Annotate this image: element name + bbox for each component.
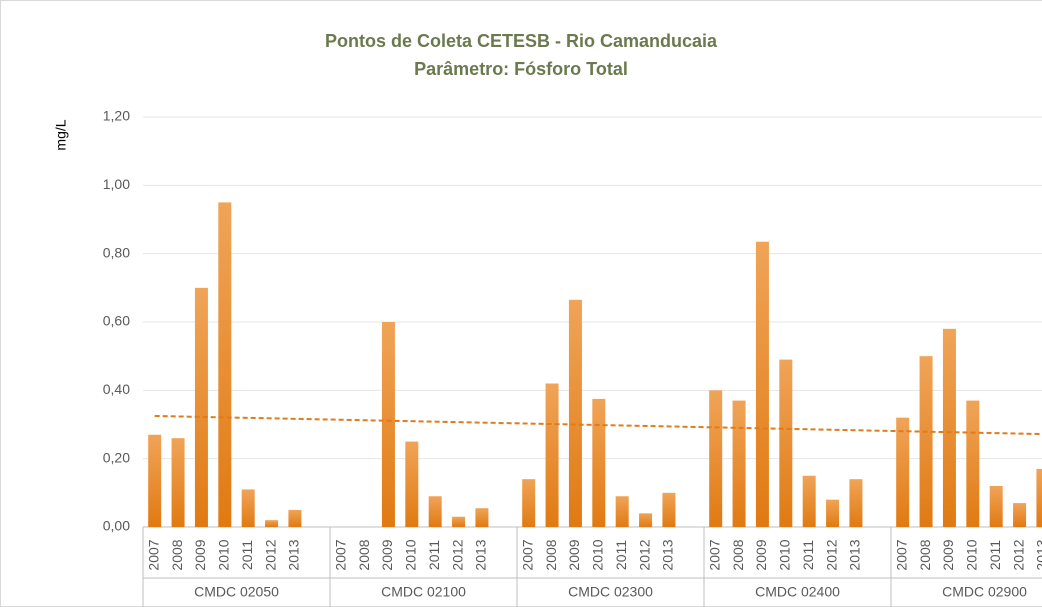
x-tick-label: 2010 bbox=[777, 539, 793, 570]
y-tick-label: 1,00 bbox=[103, 176, 130, 192]
group-label: CMDC 02400 bbox=[755, 584, 840, 600]
group-label: CMDC 02100 bbox=[381, 584, 466, 600]
bar bbox=[405, 441, 419, 527]
trendline bbox=[154, 414, 1042, 436]
x-tick-label: 2009 bbox=[753, 539, 769, 570]
x-tick-label: 2013 bbox=[286, 539, 302, 570]
x-tick-label: 2010 bbox=[403, 539, 419, 570]
bar bbox=[989, 486, 1003, 527]
x-tick-label: 2011 bbox=[426, 540, 442, 570]
bar bbox=[194, 287, 208, 527]
bar bbox=[288, 509, 302, 527]
x-tick-label: 2013 bbox=[660, 539, 676, 570]
x-tick-label: 2008 bbox=[169, 539, 185, 570]
bar bbox=[522, 479, 536, 527]
bar bbox=[171, 438, 185, 527]
x-tick-label: 2007 bbox=[706, 539, 722, 570]
bar bbox=[452, 516, 466, 527]
bar bbox=[896, 417, 910, 527]
bar bbox=[545, 383, 559, 527]
x-tick-label: 2009 bbox=[566, 539, 582, 570]
bar bbox=[755, 241, 769, 528]
bar bbox=[709, 390, 723, 527]
x-tick-label: 2012 bbox=[1010, 539, 1026, 570]
bar bbox=[802, 475, 816, 527]
x-tick-label: 2010 bbox=[590, 539, 606, 570]
x-tick-label: 2013 bbox=[473, 539, 489, 570]
x-tick-label: 2009 bbox=[379, 539, 395, 570]
group-label: CMDC 02050 bbox=[194, 584, 279, 600]
x-tick-label: 2013 bbox=[847, 539, 863, 570]
chart-subtitle: Parâmetro: Fósforo Total bbox=[414, 59, 628, 79]
x-tick-label: 2012 bbox=[262, 539, 278, 570]
x-tick-label: 2008 bbox=[730, 539, 746, 570]
x-tick-label: 2010 bbox=[964, 539, 980, 570]
x-tick-label: 2011 bbox=[987, 540, 1003, 570]
y-tick-label: 0,20 bbox=[103, 449, 130, 465]
bar bbox=[849, 479, 863, 527]
x-tick-label: 2007 bbox=[332, 539, 348, 570]
bar bbox=[265, 520, 279, 527]
x-tick-label: 2009 bbox=[192, 539, 208, 570]
bar bbox=[241, 489, 255, 527]
x-tick-label: 2007 bbox=[519, 539, 535, 570]
x-tick-label: 2009 bbox=[940, 539, 956, 570]
bar bbox=[942, 328, 956, 527]
y-tick-label: 1,20 bbox=[103, 108, 130, 124]
bar bbox=[475, 508, 489, 527]
bar bbox=[639, 513, 653, 527]
bar bbox=[1013, 503, 1027, 527]
bar bbox=[615, 496, 629, 527]
bar bbox=[381, 322, 395, 527]
bar bbox=[592, 398, 606, 527]
bar bbox=[919, 356, 933, 527]
group-label: CMDC 02300 bbox=[568, 584, 653, 600]
bar bbox=[779, 359, 793, 527]
x-tick-label: 2008 bbox=[917, 539, 933, 570]
x-tick-label: 2011 bbox=[613, 540, 629, 570]
x-tick-label: 2008 bbox=[543, 539, 559, 570]
bar bbox=[148, 434, 162, 527]
x-tick-label: 2010 bbox=[216, 539, 232, 570]
x-tick-label: 2007 bbox=[145, 539, 161, 570]
x-tick-label: 2012 bbox=[823, 539, 839, 570]
x-tick-label: 2007 bbox=[893, 539, 909, 570]
x-tick-label: 2012 bbox=[449, 539, 465, 570]
y-axis-label: mg/L bbox=[53, 119, 69, 150]
bar bbox=[966, 400, 980, 527]
y-tick-label: 0,00 bbox=[103, 518, 130, 534]
group-label: CMDC 02900 bbox=[942, 584, 1027, 600]
x-tick-label: 2013 bbox=[1034, 539, 1042, 570]
bar bbox=[218, 202, 232, 527]
x-tick-label: 2012 bbox=[636, 539, 652, 570]
y-tick-label: 0,60 bbox=[103, 313, 130, 329]
bar bbox=[826, 499, 840, 527]
x-tick-label: 2011 bbox=[800, 540, 816, 570]
y-tick-label: 0,80 bbox=[103, 244, 130, 260]
chart-title: Pontos de Coleta CETESB - Rio Camanducai… bbox=[325, 31, 718, 51]
bar bbox=[428, 496, 442, 527]
bar bbox=[662, 492, 676, 527]
bar bbox=[732, 400, 746, 527]
y-tick-label: 0,40 bbox=[103, 381, 130, 397]
bar bbox=[1036, 468, 1042, 527]
x-tick-label: 2011 bbox=[239, 540, 255, 570]
x-tick-label: 2008 bbox=[356, 539, 372, 570]
bar bbox=[568, 299, 582, 527]
